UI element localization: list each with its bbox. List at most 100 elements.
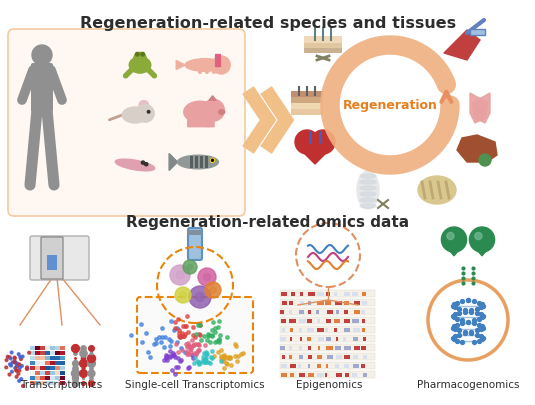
FancyBboxPatch shape xyxy=(362,301,368,305)
Point xyxy=(18,353,27,360)
FancyBboxPatch shape xyxy=(280,353,375,360)
Point xyxy=(14,371,22,377)
Point xyxy=(457,317,466,324)
FancyBboxPatch shape xyxy=(317,328,324,332)
Point xyxy=(201,355,210,362)
FancyBboxPatch shape xyxy=(55,345,59,350)
Point xyxy=(464,297,472,303)
Circle shape xyxy=(175,287,191,303)
FancyBboxPatch shape xyxy=(336,355,342,359)
Circle shape xyxy=(210,287,216,293)
FancyBboxPatch shape xyxy=(335,346,341,350)
Point xyxy=(196,337,205,343)
Point xyxy=(217,355,225,362)
Point xyxy=(181,331,190,337)
Point xyxy=(236,350,245,357)
FancyBboxPatch shape xyxy=(282,355,286,359)
FancyBboxPatch shape xyxy=(300,337,302,341)
FancyBboxPatch shape xyxy=(55,360,59,365)
Point xyxy=(453,300,461,306)
Point xyxy=(217,353,226,359)
FancyBboxPatch shape xyxy=(30,360,34,365)
Point xyxy=(469,279,477,286)
Point xyxy=(475,322,484,328)
FancyBboxPatch shape xyxy=(345,364,349,368)
Point xyxy=(457,298,466,305)
Point xyxy=(450,326,459,332)
FancyBboxPatch shape xyxy=(282,301,287,305)
FancyBboxPatch shape xyxy=(35,371,40,375)
Point xyxy=(179,333,188,339)
Polygon shape xyxy=(445,245,463,256)
FancyBboxPatch shape xyxy=(299,355,303,359)
Point xyxy=(174,329,183,336)
FancyBboxPatch shape xyxy=(325,373,327,377)
Point xyxy=(477,304,485,311)
Point xyxy=(472,327,481,334)
Point xyxy=(216,347,225,354)
FancyBboxPatch shape xyxy=(325,301,331,305)
FancyBboxPatch shape xyxy=(50,350,55,355)
FancyBboxPatch shape xyxy=(335,373,342,377)
Point xyxy=(453,337,461,344)
Point xyxy=(184,339,193,346)
FancyBboxPatch shape xyxy=(345,355,350,359)
Point xyxy=(190,350,199,356)
Circle shape xyxy=(139,100,149,110)
FancyBboxPatch shape xyxy=(280,308,375,315)
FancyBboxPatch shape xyxy=(300,292,303,296)
Point xyxy=(186,344,195,351)
Point xyxy=(175,357,184,364)
FancyBboxPatch shape xyxy=(281,319,286,323)
Point xyxy=(162,352,171,358)
Point xyxy=(194,347,202,354)
FancyBboxPatch shape xyxy=(30,371,34,375)
FancyBboxPatch shape xyxy=(304,46,342,53)
FancyBboxPatch shape xyxy=(282,328,285,332)
Point xyxy=(142,330,150,337)
FancyBboxPatch shape xyxy=(343,292,349,296)
Circle shape xyxy=(212,56,230,74)
Point xyxy=(203,358,212,365)
Point xyxy=(79,360,87,366)
Point xyxy=(184,342,193,348)
Point xyxy=(144,349,152,355)
Point xyxy=(187,349,195,355)
Point xyxy=(87,375,95,381)
Polygon shape xyxy=(209,96,216,100)
FancyBboxPatch shape xyxy=(45,360,50,365)
FancyBboxPatch shape xyxy=(281,292,287,296)
Point xyxy=(211,339,219,345)
FancyBboxPatch shape xyxy=(362,319,365,323)
FancyBboxPatch shape xyxy=(30,236,89,280)
Circle shape xyxy=(187,264,193,270)
Point xyxy=(15,361,24,368)
FancyBboxPatch shape xyxy=(60,350,65,355)
FancyBboxPatch shape xyxy=(290,328,293,332)
Point xyxy=(198,357,207,364)
FancyBboxPatch shape xyxy=(45,365,50,370)
Point xyxy=(208,333,217,340)
Point xyxy=(172,341,180,347)
Point xyxy=(449,323,458,329)
Point xyxy=(177,356,185,363)
Circle shape xyxy=(196,292,204,301)
Circle shape xyxy=(475,232,482,240)
Circle shape xyxy=(469,227,494,252)
FancyBboxPatch shape xyxy=(40,371,44,375)
Point xyxy=(3,354,12,360)
FancyBboxPatch shape xyxy=(190,156,193,168)
Circle shape xyxy=(189,286,211,308)
Point xyxy=(449,314,458,321)
Point xyxy=(455,310,463,316)
Ellipse shape xyxy=(129,57,151,73)
Point xyxy=(211,325,219,331)
Point xyxy=(184,363,193,370)
Point xyxy=(231,341,240,347)
Point xyxy=(187,351,196,358)
Point xyxy=(18,363,26,369)
FancyBboxPatch shape xyxy=(334,364,339,368)
FancyBboxPatch shape xyxy=(8,29,245,216)
Circle shape xyxy=(141,161,144,164)
Point xyxy=(6,355,15,362)
